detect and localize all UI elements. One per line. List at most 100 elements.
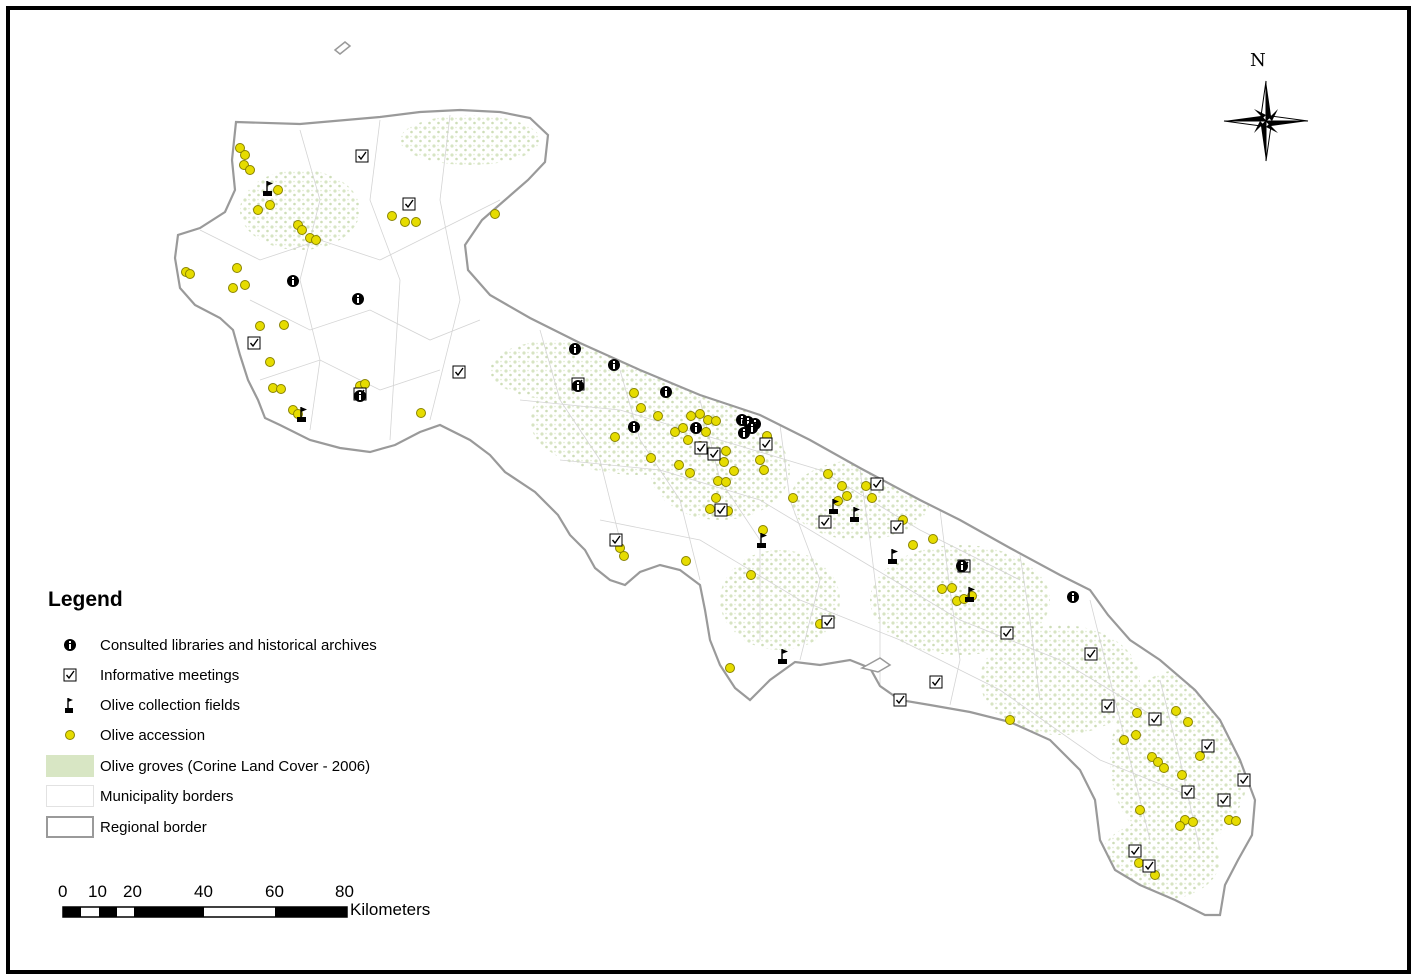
library-archive-point — [572, 380, 584, 392]
olive-collection-fields-layer — [263, 181, 975, 664]
olive-accession-point — [947, 583, 957, 593]
library-archive-point — [287, 275, 299, 287]
olive-accession-point — [823, 469, 833, 479]
olive-accession-point — [265, 200, 275, 210]
olive-accession-point — [235, 143, 245, 153]
olive-accession-point — [867, 493, 877, 503]
olive-collection-field-point — [888, 549, 898, 564]
olive-accession-point — [755, 455, 765, 465]
informative-meeting-point — [893, 693, 907, 707]
informative-meeting-point — [402, 197, 416, 211]
flag-icon — [46, 693, 94, 717]
olive-accession-point — [297, 225, 307, 235]
legend-item-groves: Olive groves (Corine Land Cover - 2006) — [46, 753, 370, 779]
olive-accession-point — [1159, 763, 1169, 773]
olive-accession-point — [276, 384, 286, 394]
scale-tick-40: 40 — [194, 882, 213, 901]
olive-accession-point — [1177, 770, 1187, 780]
olive-accession-point — [619, 551, 629, 561]
informative-meeting-point — [707, 447, 721, 461]
olive-accession-point — [653, 411, 663, 421]
informative-meeting-point — [609, 533, 623, 547]
library-archive-point — [956, 560, 968, 572]
library-archive-point — [628, 421, 640, 433]
checkbox-icon — [46, 663, 94, 687]
informative-meeting-point — [247, 336, 261, 350]
scale-tick-80: 80 — [335, 882, 354, 901]
regional-border — [173, 108, 1257, 917]
olive-accession-point — [719, 457, 729, 467]
informative-meeting-point — [714, 503, 728, 517]
municipality-borders-layer — [199, 114, 1201, 851]
olive-accession-point — [1231, 816, 1241, 826]
informative-meeting-point — [890, 520, 904, 534]
library-archive-point — [354, 390, 366, 402]
legend-item-municipality: Municipality borders — [46, 783, 233, 809]
olive-accession-point — [636, 403, 646, 413]
informative-meeting-point — [1000, 626, 1014, 640]
olive-accession-point — [937, 584, 947, 594]
legend-label-fields: Olive collection fields — [100, 696, 241, 714]
legend-label-accession: Olive accession — [100, 726, 206, 744]
informative-meeting-point — [1148, 712, 1162, 726]
olive-accession-point — [416, 408, 426, 418]
olive-collection-field-point — [829, 499, 839, 514]
olive-accession-point — [400, 217, 410, 227]
olive-accession-point — [705, 504, 715, 514]
legend-label-regional: Regional border — [100, 818, 207, 836]
olive-accession-point — [265, 357, 275, 367]
olive-accession-point — [788, 493, 798, 503]
olive-accession-point — [670, 427, 680, 437]
info-icon — [46, 633, 94, 657]
island-tremiti — [333, 41, 352, 55]
informative-meeting-point — [355, 149, 369, 163]
north-label: N — [1250, 50, 1266, 71]
legend-item-regional: Regional border — [46, 814, 207, 840]
library-archive-point — [608, 359, 620, 371]
olive-accession-point — [928, 534, 938, 544]
library-archive-point — [660, 386, 672, 398]
olive-accession-point — [360, 379, 370, 389]
informative-meeting-point — [694, 441, 708, 455]
informative-meeting-point — [452, 365, 466, 379]
olive-accession-point — [1132, 708, 1142, 718]
olive-accession-point — [908, 540, 918, 550]
white-fill-swatch — [46, 784, 94, 808]
library-archive-point — [569, 343, 581, 355]
olive-accession-point — [861, 481, 871, 491]
north-arrow-icon — [1223, 80, 1309, 162]
legend-label-municipality: Municipality borders — [100, 787, 234, 805]
olive-accession-point — [721, 446, 731, 456]
olive-accession-point — [1188, 817, 1198, 827]
legend-label-groves: Olive groves (Corine Land Cover - 2006) — [100, 757, 371, 775]
legend-label-meetings: Informative meetings — [100, 666, 240, 684]
libraries-archives-layer — [287, 275, 1079, 603]
scale-bar — [62, 906, 348, 918]
olive-accession-point — [185, 269, 195, 279]
olive-accession-point — [610, 432, 620, 442]
olive-collection-field-point — [263, 181, 273, 196]
informative-meeting-point — [1128, 844, 1142, 858]
scale-tick-20: 20 — [123, 882, 142, 901]
legend-title: Legend — [48, 588, 123, 611]
olive-accession-point — [411, 217, 421, 227]
legend-item-meetings: Informative meetings — [46, 662, 239, 688]
olive-accession-point — [311, 235, 321, 245]
olive-accession-point — [490, 209, 500, 219]
informative-meeting-point — [1217, 793, 1231, 807]
library-archive-point — [690, 422, 702, 434]
olive-accession-point — [758, 525, 768, 535]
olive-accession-point — [255, 321, 265, 331]
scale-tick-0: 0 — [58, 882, 68, 901]
olive-accession-point — [701, 427, 711, 437]
olive-accession-point — [1195, 751, 1205, 761]
legend-item-archives: Consulted libraries and historical archi… — [46, 632, 377, 658]
scale-unit: Kilometers — [350, 900, 431, 919]
green-fill-swatch — [46, 754, 94, 778]
olive-collection-field-point — [778, 649, 788, 664]
olive-accession-point — [387, 211, 397, 221]
olive-accession-point — [629, 388, 639, 398]
library-archive-point — [1067, 591, 1079, 603]
olive-accession-point — [245, 165, 255, 175]
